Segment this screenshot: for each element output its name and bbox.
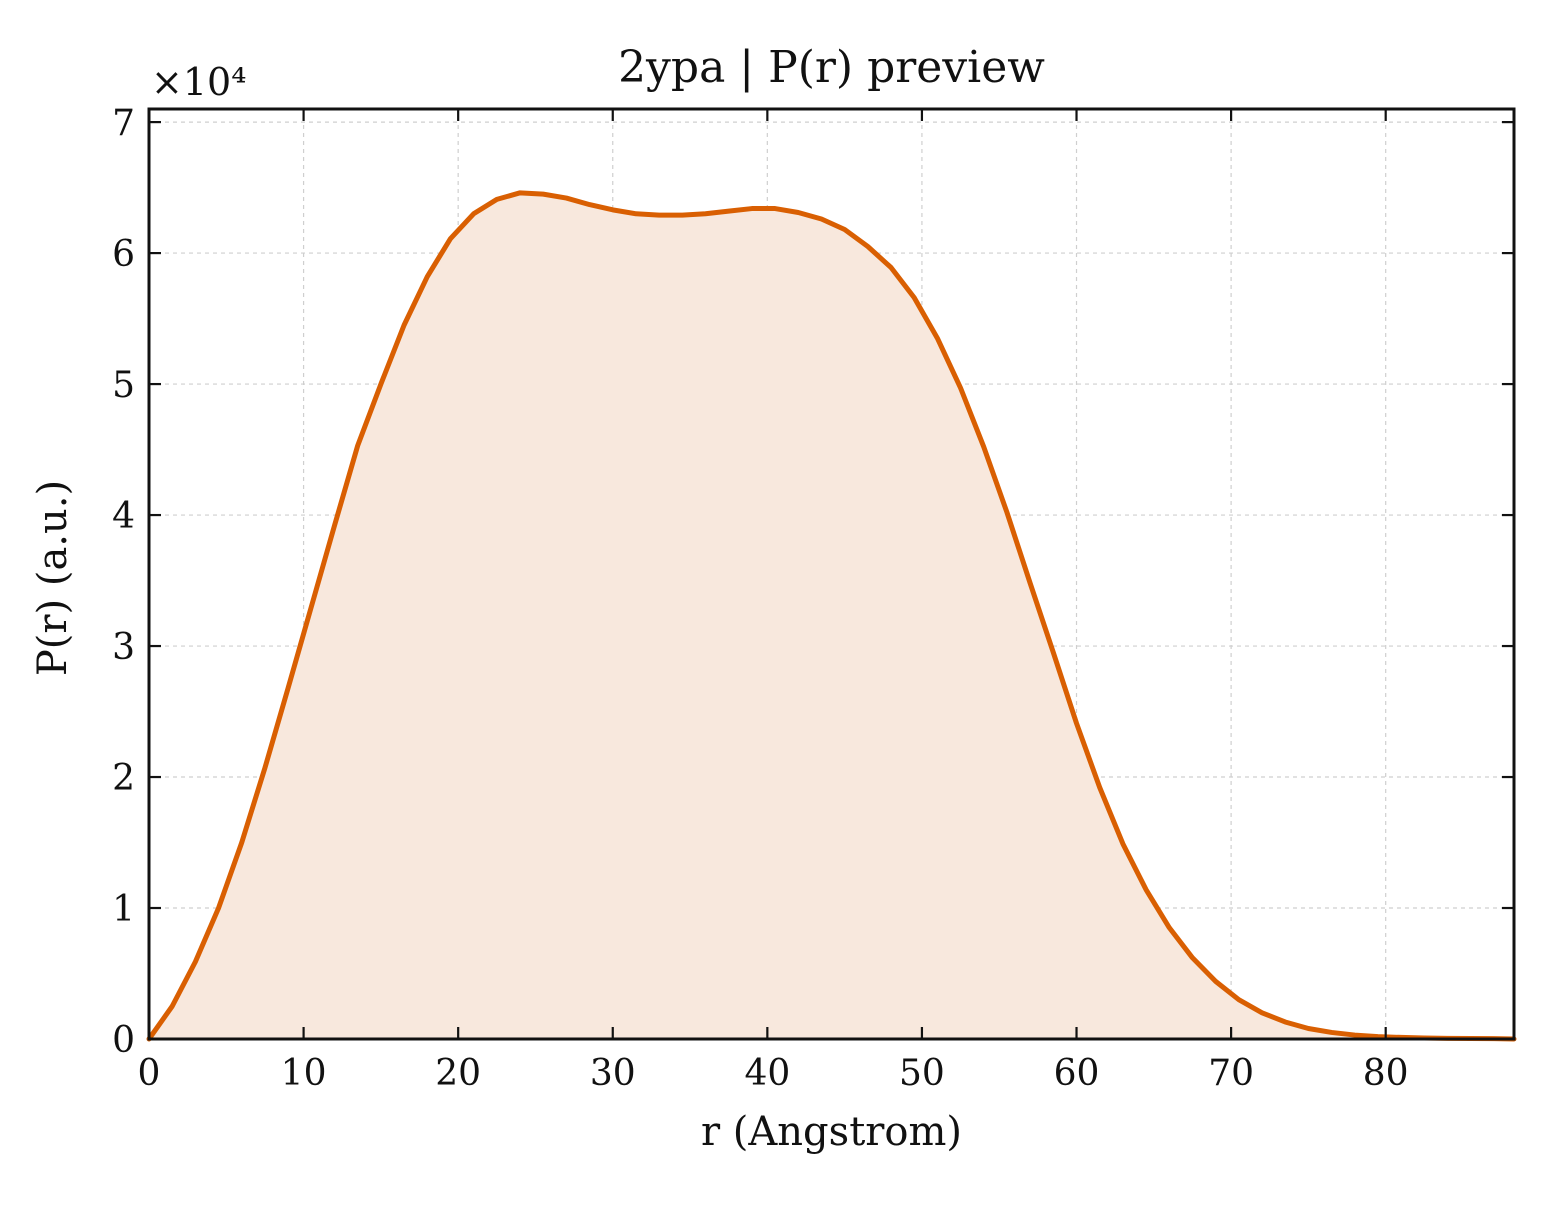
y-tick-label: 5 [112, 365, 135, 406]
x-tick-label: 20 [435, 1053, 481, 1094]
tick-layer [147, 109, 1514, 1041]
x-tick-label: 50 [899, 1053, 945, 1094]
x-tick-label: 30 [590, 1053, 636, 1094]
pr-area-fill [149, 192, 1514, 1039]
y-axis-multiplier: ×10⁴ [151, 60, 246, 104]
x-tick-label: 10 [281, 1053, 327, 1094]
y-tick-label: 4 [112, 496, 135, 537]
y-tick-label: 1 [112, 889, 135, 930]
y-axis-label: P(r) (a.u.) [30, 480, 76, 676]
pr-curve-line [146, 190, 1517, 1042]
label-layer: 0 10 20 30 40 50 60 70 80 0 1 2 3 4 5 6 7 [112, 103, 1409, 1094]
chart-title: 2ypa | P(r) preview [618, 42, 1045, 93]
y-tick-label: 3 [112, 627, 135, 668]
x-tick-label: 70 [1208, 1053, 1254, 1094]
x-tick-label: 60 [1054, 1053, 1100, 1094]
y-tick-label: 2 [112, 758, 135, 799]
y-tick-label: 6 [112, 234, 135, 275]
plot-frame [147, 107, 1516, 1041]
x-tick-label: 40 [744, 1053, 790, 1094]
y-tick-label: 0 [112, 1020, 135, 1061]
x-tick-label: 80 [1363, 1053, 1409, 1094]
data-layer [146, 190, 1517, 1042]
x-tick-label: 0 [138, 1053, 161, 1094]
x-axis-label: r (Angstrom) [701, 1109, 962, 1155]
y-tick-label: 7 [112, 103, 135, 144]
